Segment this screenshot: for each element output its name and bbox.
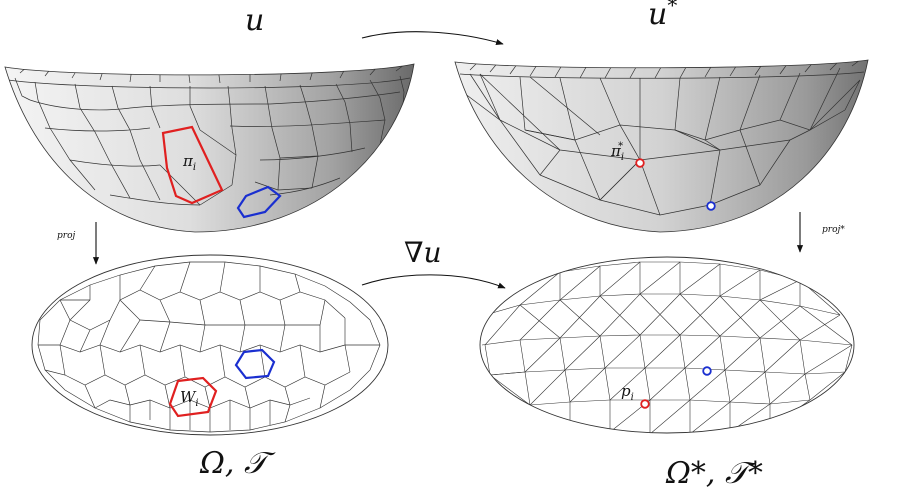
omega-cells (37, 261, 381, 433)
label-omega-T: Ω, 𝒯 (199, 446, 276, 481)
label-proj: proj (57, 231, 75, 241)
label-u-star: u* (648, 0, 677, 32)
cell-W-i (168, 376, 218, 418)
point-blue-bottom (702, 366, 712, 376)
cell-blue-top (236, 185, 282, 219)
label-pi-i: πi (182, 152, 196, 173)
cell-blue-bottom (234, 348, 276, 380)
arrow-u-to-u-star (361, 31, 504, 46)
label-grad-u: ∇u (404, 236, 442, 269)
arrow-grad-u (361, 274, 506, 289)
label-omega-T-star: Ω*, 𝒯* (665, 456, 763, 491)
domain-omega: Wi (31, 254, 389, 436)
label-p-i: pi (621, 382, 634, 403)
label-pi-star: πi* (610, 141, 624, 163)
label-W-i: Wi (180, 388, 199, 409)
point-blue-top (706, 201, 716, 211)
label-proj-star: proj* (822, 225, 845, 235)
surface-u-star: πi* (454, 59, 869, 233)
domain-omega-star: pi (479, 256, 855, 434)
point-p-i (640, 399, 650, 409)
label-u: u (245, 3, 264, 38)
point-pi-star (635, 158, 645, 168)
surface-u: πi (4, 63, 415, 233)
cell-pi-i (161, 125, 224, 205)
arrows (92, 31, 804, 289)
